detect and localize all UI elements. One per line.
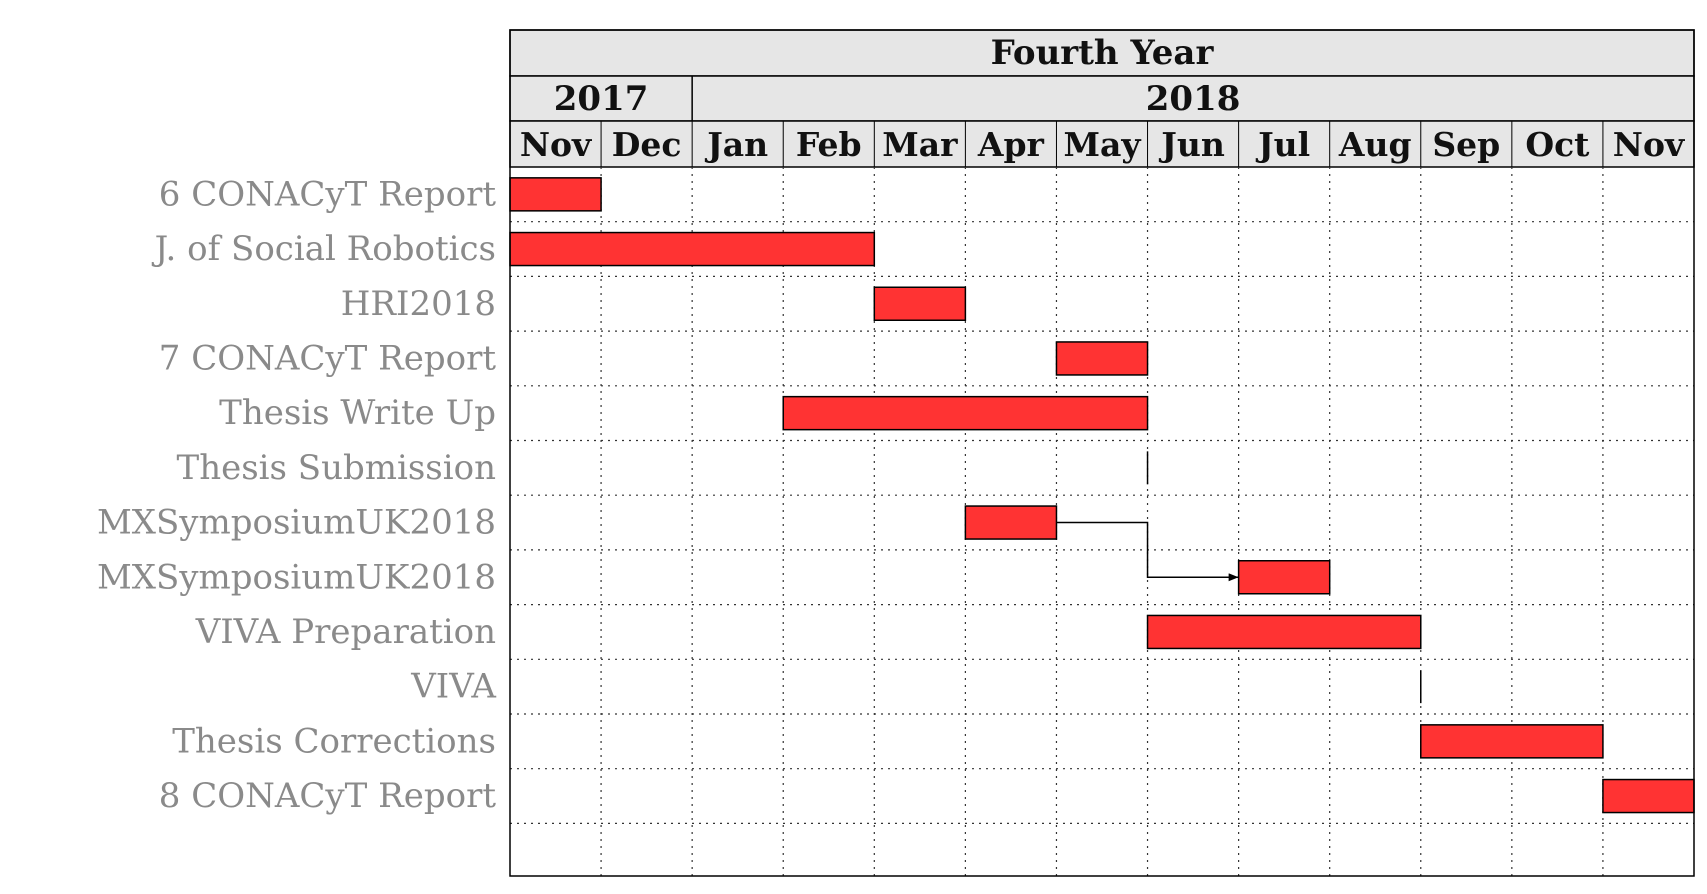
dependency-arrow bbox=[1056, 521, 1239, 582]
year-header: 2017 2018 bbox=[554, 76, 1241, 121]
task-label: VIVA Preparation bbox=[195, 612, 496, 652]
month-label: Mar bbox=[882, 125, 958, 164]
month-label: Jul bbox=[1255, 125, 1310, 164]
task-bar bbox=[1237, 560, 1331, 595]
year-band bbox=[509, 75, 1695, 122]
month-label: Jan bbox=[704, 125, 768, 164]
year-label: 2017 bbox=[554, 79, 649, 119]
task-bar bbox=[873, 286, 967, 321]
title-band bbox=[509, 29, 1695, 77]
task-bars bbox=[509, 177, 1695, 814]
month-label: May bbox=[1063, 125, 1141, 164]
task-label: J. of Social Robotics bbox=[152, 229, 496, 269]
year-label: 2018 bbox=[1146, 79, 1241, 119]
chart-frame bbox=[509, 29, 1695, 877]
grid-lines bbox=[510, 167, 1694, 876]
task-label: HRI2018 bbox=[341, 284, 496, 324]
task-labels: 6 CONACyT Report J. of Social Robotics HRI… bbox=[97, 174, 496, 816]
month-band bbox=[509, 120, 1695, 168]
chart-title: Fourth Year bbox=[991, 33, 1215, 73]
month-label: Apr bbox=[977, 125, 1045, 164]
month-label: Nov bbox=[520, 125, 592, 164]
task-bar bbox=[1420, 724, 1604, 759]
month-label: Feb bbox=[796, 125, 862, 164]
task-label: 7 CONACyT Report bbox=[159, 338, 497, 378]
task-bar bbox=[1055, 341, 1149, 376]
task-label: 8 CONACyT Report bbox=[159, 776, 497, 816]
month-label: Jun bbox=[1158, 125, 1225, 164]
dependency-links bbox=[1056, 521, 1239, 582]
month-label: Nov bbox=[1613, 125, 1685, 164]
month-label: Dec bbox=[612, 125, 682, 164]
task-label: VIVA bbox=[410, 667, 496, 707]
task-bar bbox=[509, 231, 876, 267]
task-label: MXSymposiumUK2018 bbox=[97, 503, 496, 543]
task-label: MXSymposiumUK2018 bbox=[97, 557, 496, 597]
task-label: Thesis Write Up bbox=[219, 393, 496, 433]
task-bar bbox=[782, 395, 1149, 431]
task-bar bbox=[509, 177, 602, 212]
task-label: Thesis Corrections bbox=[172, 721, 496, 761]
month-label: Aug bbox=[1338, 125, 1412, 164]
month-label: Sep bbox=[1432, 125, 1500, 164]
task-bar bbox=[1602, 778, 1695, 814]
task-label: Thesis Submission bbox=[177, 448, 496, 488]
task-bar bbox=[964, 505, 1058, 540]
task-label: 6 CONACyT Report bbox=[159, 174, 497, 214]
task-bar bbox=[1146, 614, 1422, 650]
month-header: Nov Dec Jan Feb Mar Apr May Jun Jul Aug Sep Oct Nov bbox=[509, 120, 1695, 168]
month-label: Oct bbox=[1525, 125, 1590, 164]
